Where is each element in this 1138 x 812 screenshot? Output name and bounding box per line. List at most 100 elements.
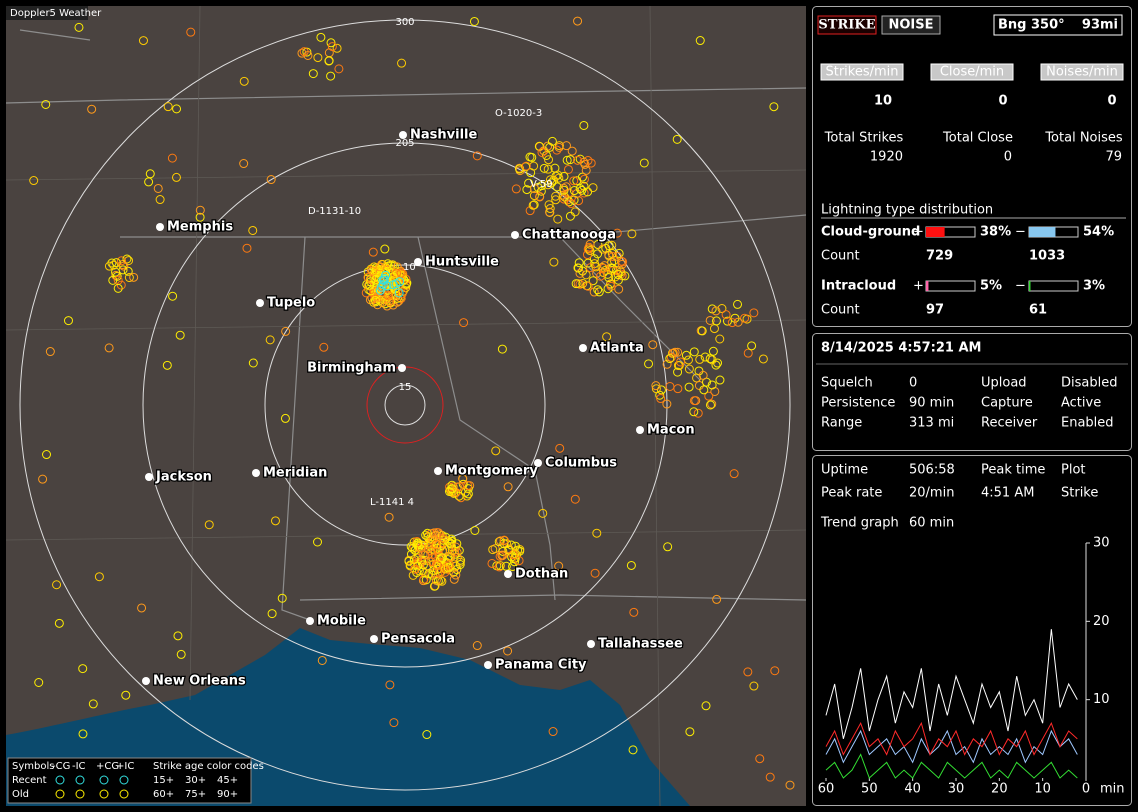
- strike: [689, 407, 699, 417]
- strike: [747, 341, 757, 351]
- title-tab: [6, 6, 88, 20]
- rate-header: Strikes/min: [825, 65, 898, 80]
- strike: [431, 575, 441, 585]
- strike: [539, 163, 549, 173]
- strike: [561, 141, 571, 151]
- setting: Enabled: [1061, 416, 1114, 431]
- city-label: Chattanooga: [522, 228, 616, 243]
- city-dot: [306, 617, 314, 625]
- strike: [138, 36, 148, 46]
- strike: [34, 677, 44, 687]
- setting: 313 mi: [909, 416, 954, 431]
- stat: Strike: [1061, 486, 1098, 501]
- strike: [749, 308, 759, 318]
- strike: [388, 260, 398, 270]
- strike: [382, 281, 392, 291]
- city-dot: [414, 258, 422, 266]
- strike: [588, 183, 598, 193]
- strike: [319, 342, 329, 352]
- strike: [514, 556, 524, 566]
- legend-age-title: Strike age color codes: [153, 761, 264, 772]
- strike: [186, 27, 196, 37]
- strike: [265, 335, 275, 345]
- strike: [368, 247, 378, 257]
- city-label: Memphis: [167, 220, 233, 235]
- setting: 90 min: [909, 396, 954, 411]
- strike: [297, 48, 307, 58]
- strike: [697, 326, 707, 336]
- range-label: 300: [395, 17, 414, 28]
- strike: [432, 543, 442, 553]
- strike: [248, 358, 258, 368]
- strike: [109, 260, 119, 270]
- legend-age: 90+: [217, 789, 238, 800]
- strike: [583, 244, 593, 254]
- stat: 60 min: [909, 516, 954, 531]
- setting: Squelch: [821, 376, 873, 391]
- strike: [397, 270, 407, 280]
- strike: [422, 528, 432, 538]
- strike-button[interactable]: [817, 15, 877, 35]
- strike: [405, 561, 415, 571]
- strike: [399, 275, 409, 285]
- strike: [469, 16, 479, 26]
- strike: [574, 263, 584, 273]
- strike: [715, 334, 725, 344]
- strike: [450, 547, 460, 557]
- strike: [495, 551, 505, 561]
- strike: [195, 205, 205, 215]
- strike: [116, 280, 126, 290]
- sign: −: [1015, 279, 1026, 294]
- strike: [614, 284, 624, 294]
- strike: [527, 152, 537, 162]
- strike: [378, 280, 388, 290]
- legend-symbol: [119, 789, 129, 799]
- strike: [455, 560, 465, 570]
- city-label: New Orleans: [153, 674, 246, 689]
- strike: [681, 350, 691, 360]
- strike: [543, 180, 553, 190]
- strike: [705, 315, 715, 325]
- city-dot: [484, 661, 492, 669]
- strike: [565, 211, 575, 221]
- strike: [705, 354, 715, 364]
- strike: [176, 649, 186, 659]
- strike: [588, 276, 598, 286]
- strike: [707, 380, 717, 390]
- strike: [163, 102, 173, 112]
- x-tick-label: 40: [904, 782, 921, 797]
- city-label: Nashville: [410, 128, 477, 143]
- strike: [153, 183, 163, 193]
- strike: [491, 446, 501, 456]
- strike: [560, 192, 570, 202]
- legend-symbol: [75, 775, 85, 785]
- strike: [600, 261, 610, 271]
- strike: [396, 268, 406, 278]
- strike: [545, 142, 555, 152]
- strike: [710, 386, 720, 396]
- strike: [472, 151, 482, 161]
- county-lines: [5, 5, 807, 807]
- strike: [119, 261, 129, 271]
- noise-button[interactable]: [881, 15, 941, 35]
- strike: [499, 539, 509, 549]
- strike: [581, 165, 591, 175]
- strike: [456, 493, 466, 503]
- strike: [313, 53, 323, 63]
- noise-label: NOISE: [888, 18, 933, 33]
- strike: [508, 562, 518, 572]
- percent-label: 5%: [980, 279, 1002, 294]
- city-label: Tallahassee: [598, 637, 683, 652]
- legend-age: 60+: [153, 789, 174, 800]
- strike: [575, 184, 585, 194]
- strike: [451, 542, 461, 552]
- strike: [554, 141, 564, 151]
- strike: [494, 562, 504, 572]
- strike: [769, 102, 779, 112]
- strike: [422, 730, 432, 740]
- strike: [583, 281, 593, 291]
- stat: Peak time: [981, 463, 1045, 478]
- strike: [88, 699, 98, 709]
- strike: [384, 512, 394, 522]
- strike: [104, 343, 114, 353]
